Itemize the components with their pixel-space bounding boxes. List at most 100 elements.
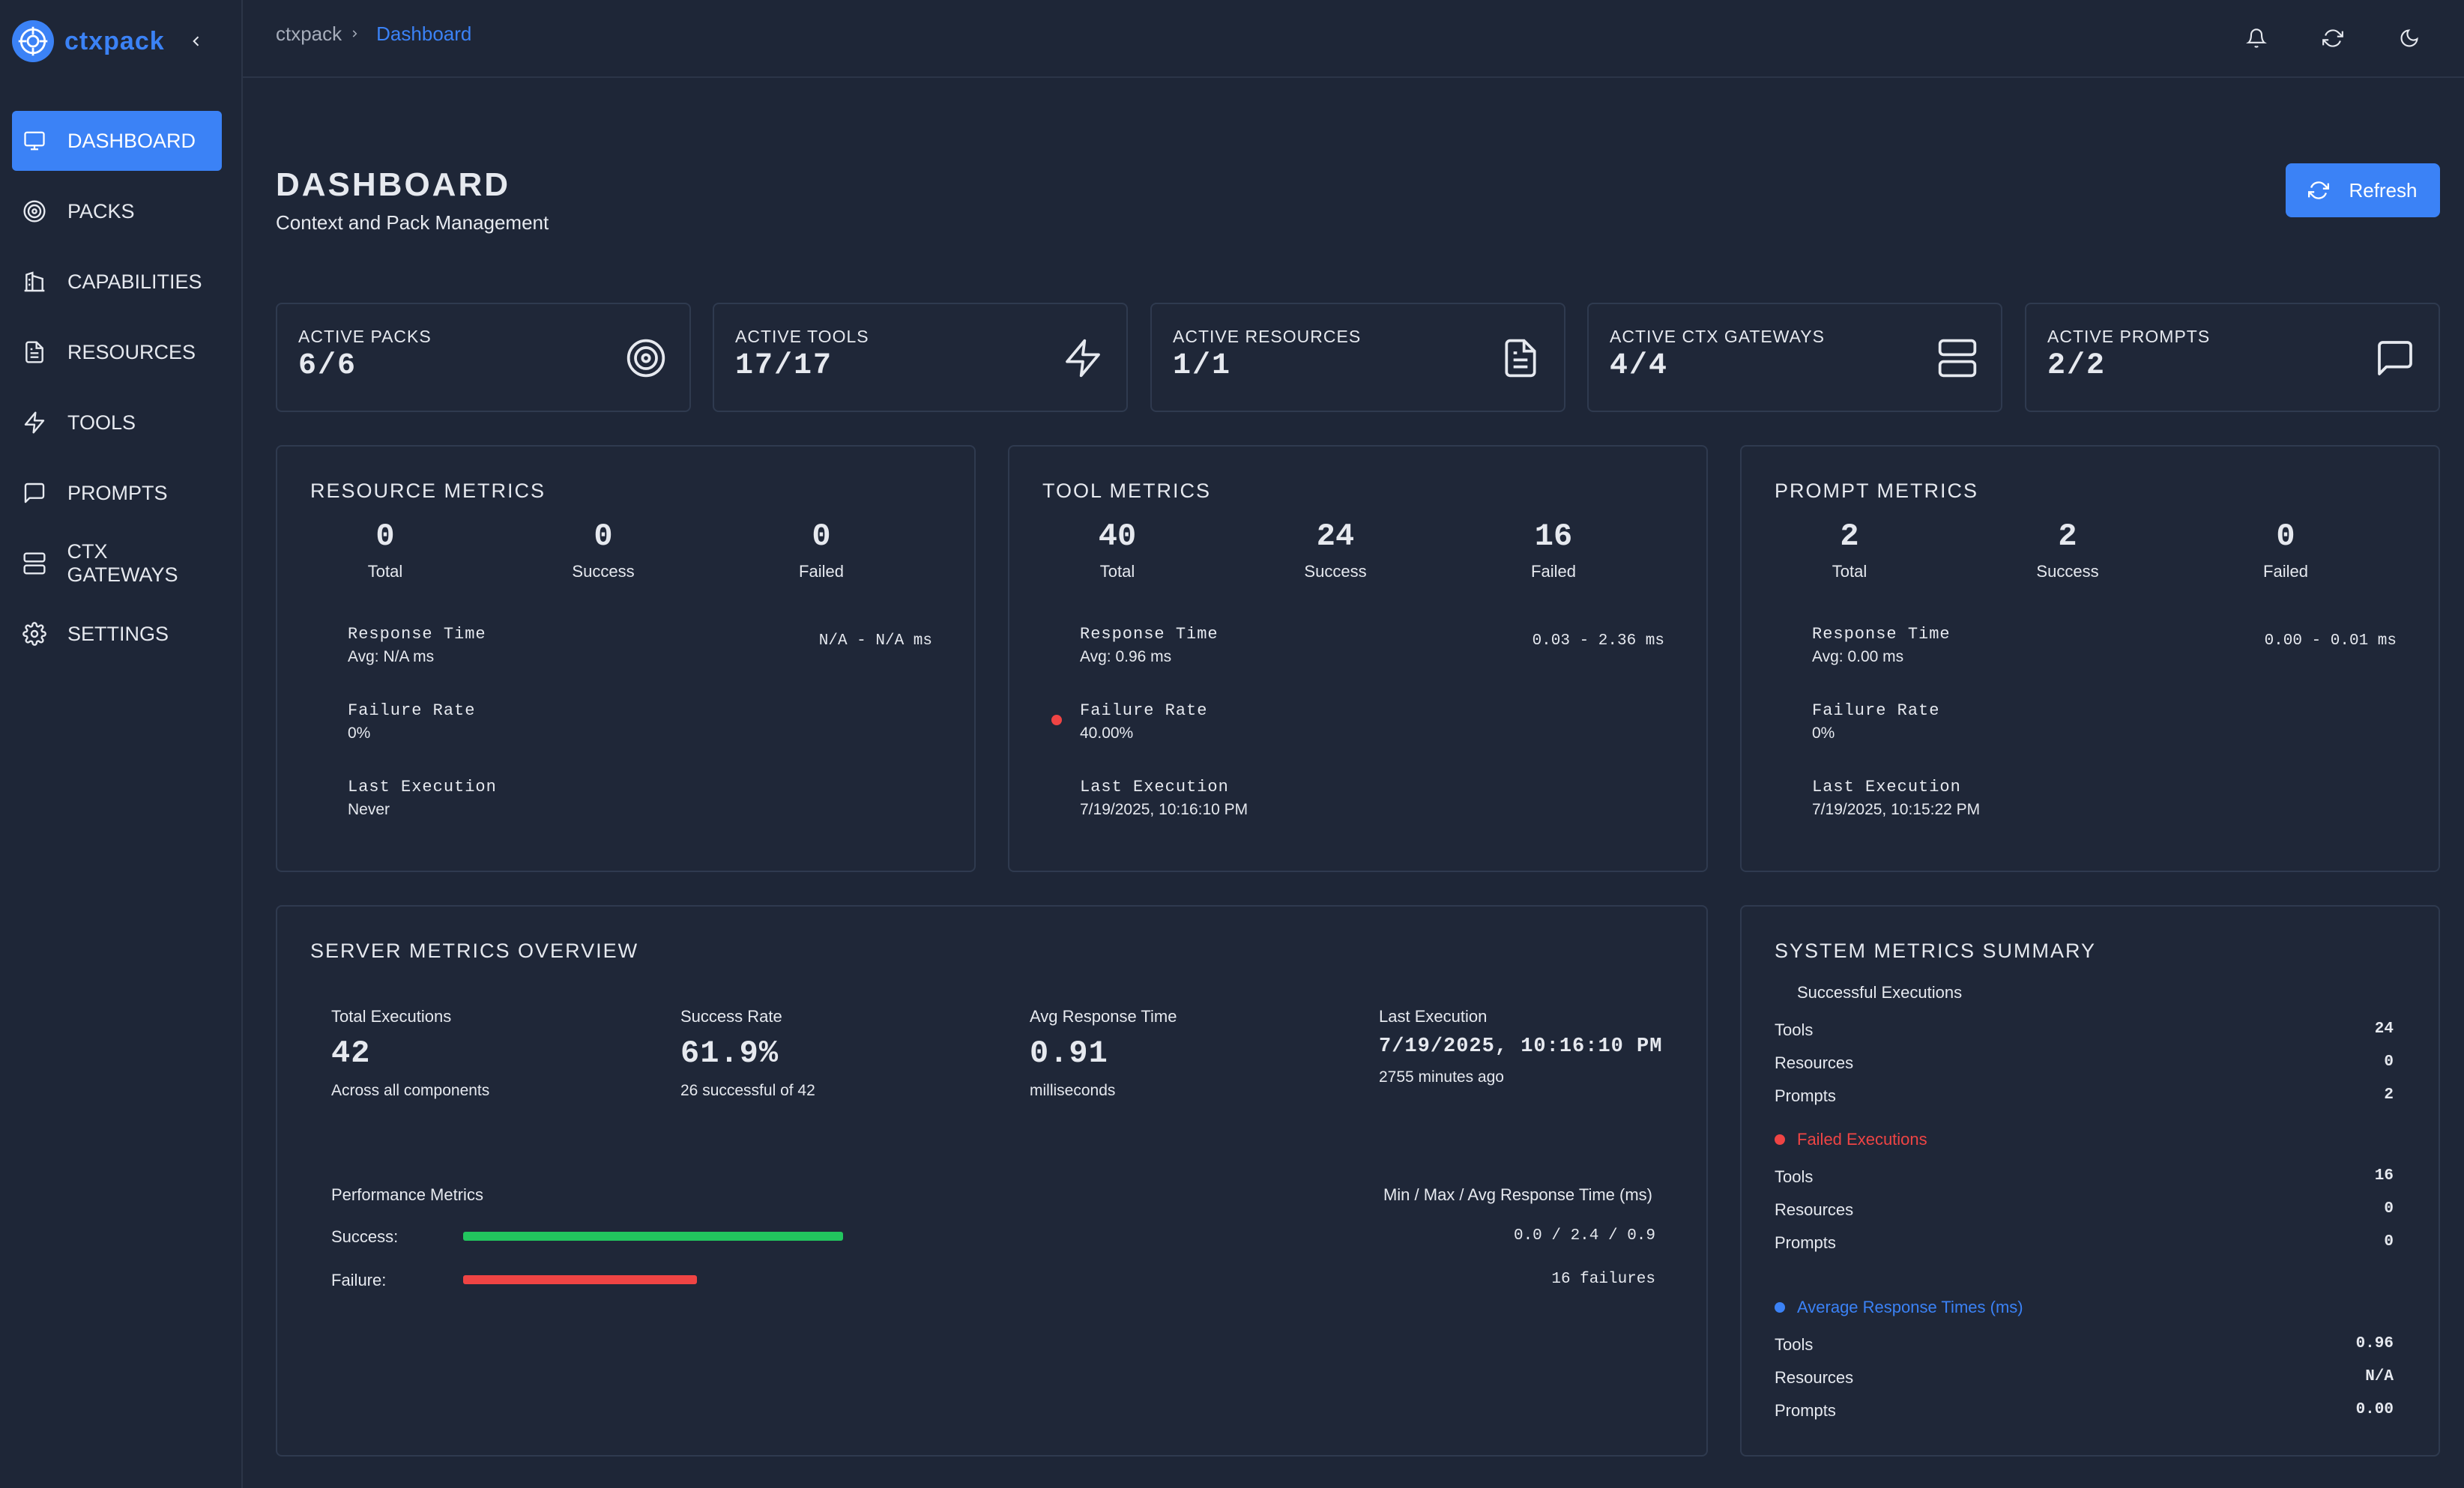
panel-title: SERVER METRICS OVERVIEW — [310, 940, 639, 962]
sidebar-item-resources[interactable]: RESOURCES — [12, 322, 222, 382]
count-success: 2 Success — [1993, 518, 2143, 581]
row-value: Never — [348, 801, 390, 818]
resource-metrics-panel: RESOURCE METRICS 0 Total 0 Success 0 Fai… — [276, 445, 976, 872]
breadcrumb-root[interactable]: ctxpack — [276, 22, 342, 45]
summary-value: 0 — [2384, 1200, 2394, 1218]
ctxpack-logo-icon[interactable] — [12, 20, 54, 62]
stat-value: 1/1 — [1173, 349, 1232, 383]
row-value: 7/19/2025, 10:16:10 PM — [1080, 801, 1248, 818]
collapse-sidebar-icon[interactable] — [186, 31, 207, 52]
file-text-icon — [21, 339, 48, 366]
row-label: Failure Rate — [1080, 701, 1208, 720]
moon-icon[interactable] — [2391, 19, 2428, 57]
refresh-button[interactable]: Refresh — [2286, 163, 2440, 217]
stat-sub: Across all components — [331, 1082, 490, 1099]
count-total: 0 Total — [310, 518, 460, 581]
sidebar-item-label: RESOURCES — [67, 340, 196, 363]
heading-label: Successful Executions — [1797, 983, 1963, 1002]
sidebar-item-label: DASHBOARD — [67, 129, 196, 152]
stat-label: Avg Response Time — [1030, 1007, 1177, 1026]
response-time-row: Response Time Avg: 0.96 ms 0.03 - 2.36 m… — [1080, 625, 1664, 701]
monitor-icon — [21, 127, 48, 154]
sidebar-item-dashboard[interactable]: DASHBOARD — [12, 111, 222, 171]
count-label: Failed — [2263, 562, 2308, 581]
sidebar-item-packs[interactable]: PACKS — [12, 181, 222, 241]
response-time-legend: Min / Max / Avg Response Time (ms) — [1383, 1185, 1652, 1204]
tool-metrics-panel: TOOL METRICS 40 Total 24 Success 16 Fail… — [1008, 445, 1708, 872]
count-failed: 0 Failed — [746, 518, 896, 581]
file-text-icon — [1498, 336, 1543, 381]
stat-value: 61.9% — [680, 1035, 779, 1071]
summary-value: 0 — [2384, 1233, 2394, 1250]
stat-card-active-tools: ACTIVE TOOLS 17/17 — [713, 303, 1128, 412]
count-label: Failed — [799, 562, 844, 581]
count-value: 40 — [1098, 518, 1137, 554]
summary-row: Resources 0 — [1775, 1053, 2394, 1074]
response-range: 0.00 - 0.01 ms — [2264, 632, 2397, 650]
count-value: 0 — [375, 518, 395, 554]
refresh-icon[interactable] — [2314, 19, 2352, 57]
count-value: 0 — [594, 518, 613, 554]
last-execution-row: Last Execution 7/19/2025, 10:16:10 PM — [1080, 778, 1664, 854]
row-value: 16 failures — [1551, 1271, 1655, 1288]
page-subtitle: Context and Pack Management — [276, 211, 549, 234]
sidebar-item-capabilities[interactable]: CAPABILITIES — [12, 252, 222, 312]
refresh-button-label: Refresh — [2349, 178, 2418, 202]
sidebar-item-label: CAPABILITIES — [67, 270, 202, 293]
sidebar-item-label: TOOLS — [67, 411, 136, 434]
successful-executions-heading: Successful Executions — [1797, 983, 1962, 1002]
summary-key: Prompts — [1775, 1401, 1836, 1420]
bell-icon[interactable] — [2238, 19, 2275, 57]
sidebar-nav: DASHBOARD PACKS CAPABILITIES RESOURCES T… — [12, 111, 222, 674]
failure-bar — [463, 1275, 697, 1284]
count-value: 24 — [1316, 518, 1355, 554]
summary-key: Resources — [1775, 1200, 1854, 1219]
count-failed: 0 Failed — [2211, 518, 2361, 581]
metric-counts: 0 Total 0 Success 0 Failed — [310, 518, 940, 586]
row-value: 0% — [1812, 725, 1835, 742]
breadcrumb-current[interactable]: Dashboard — [376, 22, 472, 45]
stat-label: ACTIVE RESOURCES — [1173, 327, 1362, 346]
sidebar-item-tools[interactable]: TOOLS — [12, 393, 222, 453]
stat-value: 17/17 — [735, 349, 833, 383]
brand-name[interactable]: ctxpack — [64, 26, 165, 55]
count-total: 40 Total — [1042, 518, 1192, 581]
message-square-icon — [2373, 336, 2418, 381]
sidebar-item-settings[interactable]: SETTINGS — [12, 604, 222, 664]
breadcrumb: ctxpack Dashboard — [276, 22, 471, 46]
stat-value: 4/4 — [1610, 349, 1669, 383]
failure-rate-row: Failure Rate 0% — [1812, 701, 2397, 778]
stat-card-active-ctx-gateways: ACTIVE CTX GATEWAYS 4/4 — [1587, 303, 2002, 412]
sidebar-item-ctx-gateways[interactable]: CTX GATEWAYS — [12, 533, 222, 593]
panel-title: TOOL METRICS — [1042, 480, 1212, 502]
panel-title: SYSTEM METRICS SUMMARY — [1775, 940, 2097, 962]
stat-card-active-packs: ACTIVE PACKS 6/6 — [276, 303, 691, 412]
heading-label: Average Response Times (ms) — [1797, 1298, 2023, 1316]
system-metrics-summary-panel: SYSTEM METRICS SUMMARY Successful Execut… — [1740, 905, 2440, 1457]
topbar: ctxpack Dashboard — [243, 0, 2464, 78]
count-value: 0 — [2276, 518, 2295, 554]
failure-rate-row: Failure Rate 40.00% — [1051, 701, 1664, 778]
summary-value: 0.96 — [2355, 1335, 2394, 1352]
performance-metrics-label: Performance Metrics — [331, 1185, 483, 1204]
last-execution-row: Last Execution Never — [348, 778, 932, 854]
total-executions-stat: Total Executions 42 Across all component… — [331, 1007, 489, 1100]
page-title: DASHBOARD — [276, 166, 510, 203]
row-label: Failure: — [331, 1271, 387, 1289]
stat-card-active-resources: ACTIVE RESOURCES 1/1 — [1150, 303, 1565, 412]
sidebar-item-prompts[interactable]: PROMPTS — [12, 463, 222, 523]
response-range: N/A - N/A ms — [818, 632, 932, 650]
count-label: Total — [367, 562, 403, 581]
count-label: Total — [1832, 562, 1867, 581]
stat-value: 2/2 — [2047, 349, 2107, 383]
summary-value: 0 — [2384, 1053, 2394, 1071]
count-success: 0 Success — [528, 518, 678, 581]
count-label: Success — [1304, 562, 1367, 581]
sidebar-item-label: SETTINGS — [67, 622, 169, 645]
avg-response-time-stat: Avg Response Time 0.91 milliseconds — [1030, 1007, 1177, 1100]
chevron-right-icon — [349, 24, 360, 45]
summary-row: Tools 0.96 — [1775, 1335, 2394, 1356]
failure-indicator-dot — [1051, 715, 1062, 725]
count-success: 24 Success — [1260, 518, 1410, 581]
row-label: Success: — [331, 1227, 399, 1246]
